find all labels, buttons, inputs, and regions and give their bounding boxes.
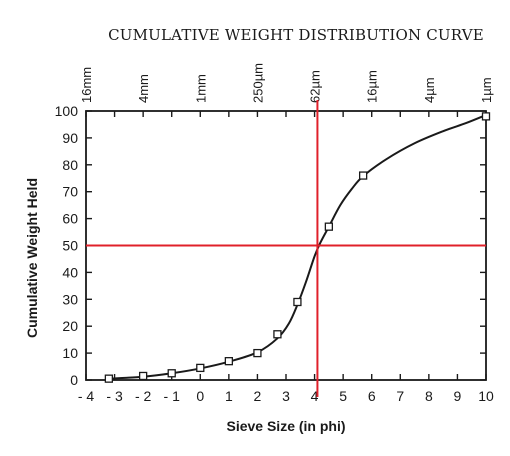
top-axis-label: 250µm xyxy=(250,63,265,103)
y-tick-label: 0 xyxy=(70,372,78,388)
x-tick-label: - 1 xyxy=(164,388,181,404)
data-point-marker xyxy=(293,297,302,307)
x-tick-label: 8 xyxy=(425,388,433,404)
y-tick-label: 80 xyxy=(62,157,78,173)
data-point-marker xyxy=(358,171,368,180)
x-tick-label: 2 xyxy=(254,388,262,404)
y-tick-label: 30 xyxy=(62,291,78,307)
y-tick-label: 70 xyxy=(62,184,78,200)
x-tick-label: 3 xyxy=(282,388,290,404)
top-axis-label: 16µm xyxy=(365,70,380,103)
y-tick-label: 100 xyxy=(55,103,79,119)
x-tick-label: - 3 xyxy=(106,388,123,404)
x-tick-label: 0 xyxy=(196,388,204,404)
y-tick-label: 10 xyxy=(62,345,78,361)
x-tick-label: 1 xyxy=(225,388,233,404)
top-axis-label: 1mm xyxy=(193,74,208,103)
data-point-marker xyxy=(167,369,176,378)
y-tick-label: 20 xyxy=(62,318,78,334)
top-axis-label: 1µm xyxy=(479,77,494,103)
x-tick-label: 10 xyxy=(478,388,494,404)
x-tick-label: 7 xyxy=(396,388,404,404)
y-tick-label: 40 xyxy=(62,264,78,280)
top-axis-label: 16mm xyxy=(79,67,94,103)
data-point-marker xyxy=(138,371,148,381)
distribution-curve xyxy=(108,114,487,380)
y-tick-label: 90 xyxy=(62,130,78,146)
data-point-marker xyxy=(253,348,262,358)
x-axis-title: Sieve Size (in phi) xyxy=(226,418,345,434)
data-point-marker xyxy=(104,374,114,383)
data-point-marker xyxy=(273,330,282,339)
x-tick-label: 6 xyxy=(368,388,376,404)
top-axis-label: 62µm xyxy=(308,70,323,103)
data-point-marker xyxy=(481,112,491,121)
x-tick-label: 4 xyxy=(311,388,319,404)
x-tick-label: - 2 xyxy=(135,388,152,404)
y-tick-label: 60 xyxy=(62,211,78,227)
y-tick-label: 50 xyxy=(62,238,78,254)
data-point-marker xyxy=(224,357,234,366)
x-tick-label: - 4 xyxy=(78,388,95,404)
top-axis-label: 4µm xyxy=(422,77,437,103)
chart-title: CUMULATIVE WEIGHT DISTRIBUTION CURVE xyxy=(108,26,484,44)
data-point-marker xyxy=(196,363,205,373)
x-tick-label: 9 xyxy=(454,388,462,404)
x-tick-label: 5 xyxy=(339,388,347,404)
data-point-marker xyxy=(324,222,334,231)
top-axis-label: 4mm xyxy=(136,74,151,103)
y-axis-title: Cumulative Weight Held xyxy=(24,178,40,338)
